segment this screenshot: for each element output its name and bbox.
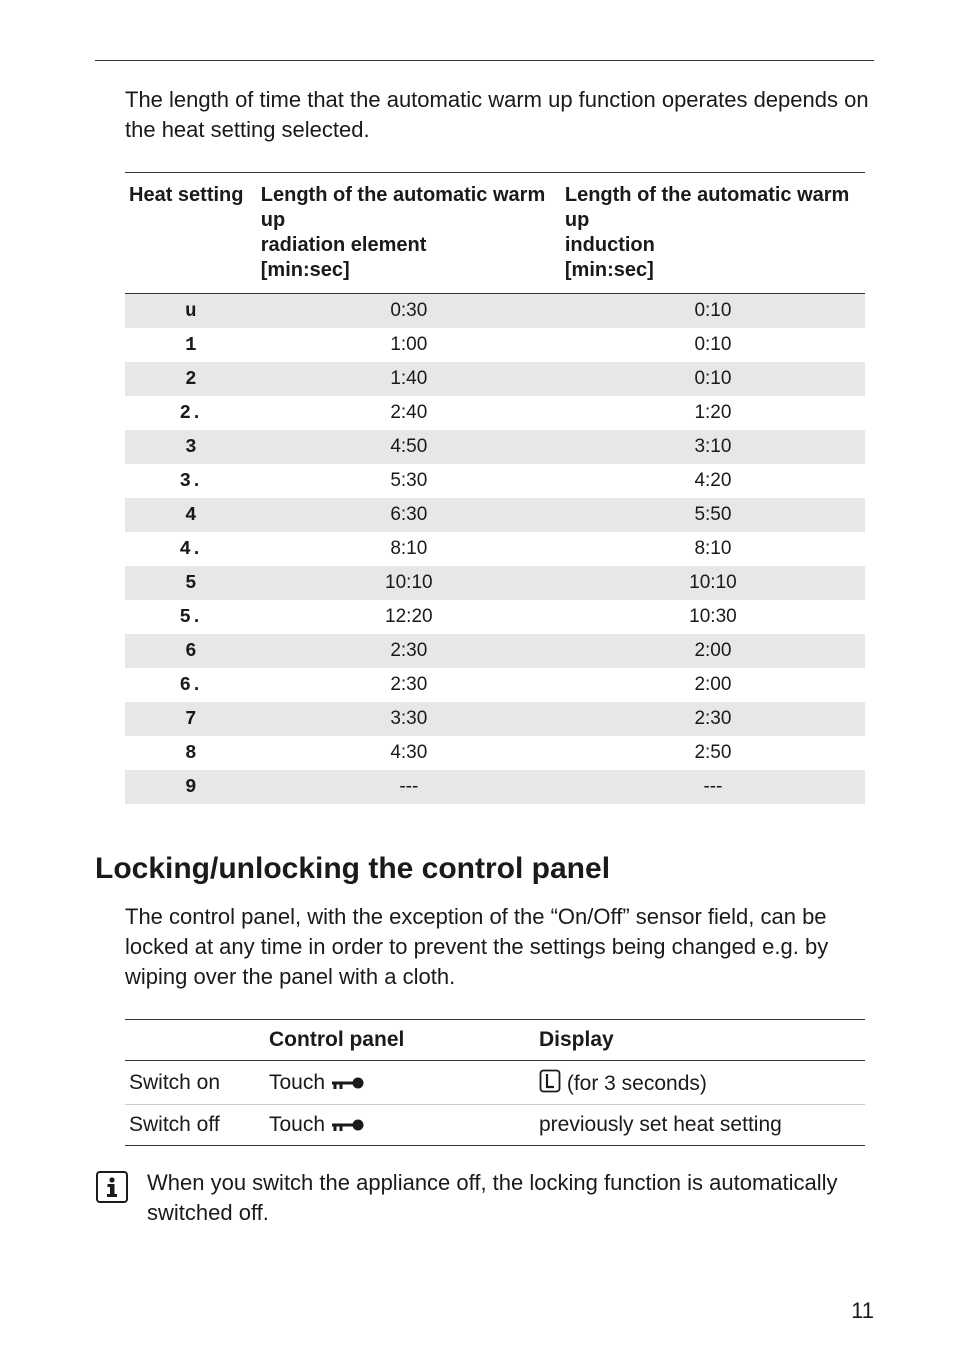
locking-body: The control panel, with the exception of… [125,902,874,991]
lock-action: Switch off [125,1105,265,1146]
warm-cell-heat: 3 [125,430,257,464]
warm-cell-ind: --- [561,770,865,804]
warm-row: 6.2:302:00 [125,668,865,702]
warm-row: 73:302:30 [125,702,865,736]
warm-cell-heat: 3. [125,464,257,498]
warm-cell-heat: 4 [125,498,257,532]
warm-row: 510:1010:10 [125,566,865,600]
warm-row: 21:400:10 [125,362,865,396]
warm-cell-rad: 2:30 [257,634,561,668]
top-rule [95,60,874,61]
warm-cell-heat: 5 [125,566,257,600]
locking-heading: Locking/unlocking the control panel [95,852,874,886]
lock-display-text: previously set heat setting [539,1113,782,1136]
warm-cell-heat: 4. [125,532,257,566]
warm-cell-heat: 6. [125,668,257,702]
info-note-text: When you switch the appliance off, the l… [147,1168,874,1227]
lock-col-panel: Control panel [265,1020,535,1061]
warm-cell-heat: 1 [125,328,257,362]
warm-cell-rad: 0:30 [257,294,561,329]
warm-cell-heat: 8 [125,736,257,770]
warm-row: 84:302:50 [125,736,865,770]
warm-cell-ind: 2:00 [561,668,865,702]
warm-cell-rad: 10:10 [257,566,561,600]
info-note: When you switch the appliance off, the l… [95,1168,874,1227]
key-icon [331,1116,365,1134]
warm-cell-ind: 10:30 [561,600,865,634]
warm-row: 46:305:50 [125,498,865,532]
warm-row: 3.5:304:20 [125,464,865,498]
warm-cell-ind: 5:50 [561,498,865,532]
warm-cell-heat: 2 [125,362,257,396]
lock-row: Switch onTouch (for 3 seconds) [125,1061,865,1105]
warm-row: 2.2:401:20 [125,396,865,430]
warm-row: 62:302:00 [125,634,865,668]
warm-cell-rad: 5:30 [257,464,561,498]
warm-cell-rad: --- [257,770,561,804]
warm-cell-ind: 3:10 [561,430,865,464]
warm-cell-ind: 0:10 [561,362,865,396]
warm-cell-heat: u [125,294,257,329]
lock-display: previously set heat setting [535,1105,865,1146]
warm-row: 34:503:10 [125,430,865,464]
warm-cell-ind: 2:30 [561,702,865,736]
lock-panel: Touch [265,1105,535,1146]
key-icon [331,1074,365,1092]
lock-action: Switch on [125,1061,265,1105]
warm-cell-rad: 3:30 [257,702,561,736]
warm-cell-heat: 6 [125,634,257,668]
warm-row: 4.8:108:10 [125,532,865,566]
warm-cell-rad: 1:40 [257,362,561,396]
lock-display: (for 3 seconds) [535,1061,865,1105]
display-l-icon [539,1069,561,1093]
warm-cell-rad: 2:40 [257,396,561,430]
warm-cell-rad: 4:50 [257,430,561,464]
warm-cell-ind: 2:00 [561,634,865,668]
warm-cell-ind: 4:20 [561,464,865,498]
warm-row: 11:000:10 [125,328,865,362]
page-number: 11 [851,1298,874,1324]
warm-up-table: Heat setting Length of the automatic war… [125,172,865,804]
intro-paragraph: The length of time that the automatic wa… [125,85,874,144]
warm-cell-ind: 0:10 [561,294,865,329]
warm-cell-ind: 2:50 [561,736,865,770]
warm-col-ind-label: Length of the automatic warm up inductio… [565,184,849,281]
warm-cell-heat: 9 [125,770,257,804]
warm-col-heat-label: Heat setting [129,184,243,206]
lock-table: Control panel Display Switch onTouch (fo… [125,1019,865,1146]
lock-display-text: (for 3 seconds) [561,1072,707,1095]
warm-row: 5.12:2010:30 [125,600,865,634]
warm-col-induction: Length of the automatic warm up inductio… [561,173,865,294]
warm-cell-rad: 1:00 [257,328,561,362]
lock-panel: Touch [265,1061,535,1105]
info-icon [95,1170,129,1209]
warm-cell-rad: 8:10 [257,532,561,566]
warm-col-rad-label: Length of the automatic warm up radiatio… [261,184,545,281]
warm-row: u0:300:10 [125,294,865,329]
warm-cell-ind: 0:10 [561,328,865,362]
lock-col-blank [125,1020,265,1061]
warm-cell-heat: 7 [125,702,257,736]
warm-cell-heat: 2. [125,396,257,430]
warm-cell-rad: 6:30 [257,498,561,532]
warm-col-heat: Heat setting [125,173,257,294]
warm-cell-rad: 4:30 [257,736,561,770]
warm-cell-heat: 5. [125,600,257,634]
warm-cell-ind: 1:20 [561,396,865,430]
warm-row: 9------ [125,770,865,804]
warm-cell-ind: 10:10 [561,566,865,600]
warm-cell-ind: 8:10 [561,532,865,566]
warm-cell-rad: 2:30 [257,668,561,702]
lock-col-display: Display [535,1020,865,1061]
warm-cell-rad: 12:20 [257,600,561,634]
lock-row: Switch offTouch previously set heat sett… [125,1105,865,1146]
warm-col-radiation: Length of the automatic warm up radiatio… [257,173,561,294]
